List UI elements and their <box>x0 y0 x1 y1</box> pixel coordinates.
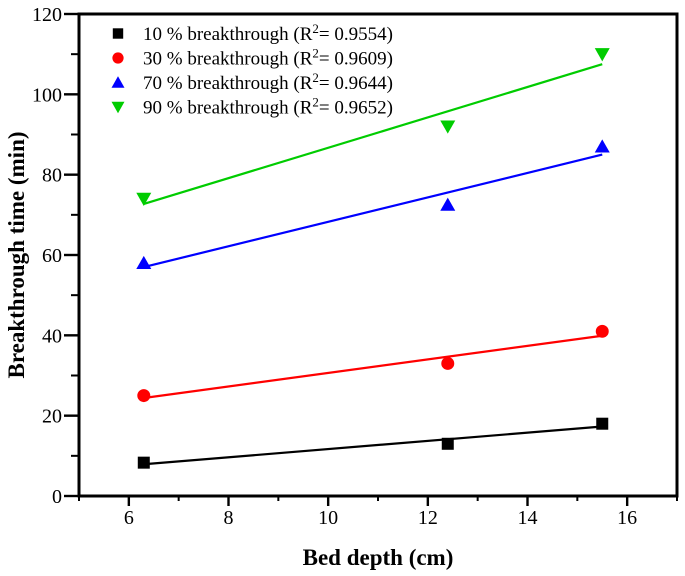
fit-line <box>143 425 603 466</box>
legend-label: 70 % breakthrough (R2= 0.9644) <box>143 70 393 94</box>
circle-marker <box>595 324 609 338</box>
x-axis-title: Bed depth (cm) <box>303 545 454 570</box>
legend-label: 10 % breakthrough (R2= 0.9554) <box>143 21 393 45</box>
x-tick-label: 10 <box>318 507 338 529</box>
y-tick-label: 0 <box>52 486 62 508</box>
square-marker <box>137 456 150 469</box>
x-tick-label: 8 <box>224 507 234 529</box>
square-marker-icon <box>112 28 124 39</box>
circle-marker <box>441 356 455 370</box>
triangle-down-marker <box>136 192 152 206</box>
triangle-up-marker <box>136 255 152 270</box>
y-axis-title: Breakthrough time (min) <box>4 131 29 378</box>
y-tick-label: 80 <box>42 165 62 187</box>
x-tick-label: 6 <box>124 507 134 529</box>
triangle-up-marker <box>440 197 456 211</box>
triangle-up-marker <box>594 139 610 153</box>
y-tick-label: 60 <box>42 245 62 267</box>
y-tick-label: 100 <box>32 84 62 106</box>
circle-marker-icon <box>112 52 124 64</box>
triangle-down-marker <box>440 120 456 134</box>
x-tick-label: 14 <box>518 507 538 529</box>
x-tick-label: 16 <box>617 507 637 529</box>
square-marker <box>441 437 454 450</box>
fit-line <box>143 334 603 400</box>
fit-line <box>143 63 603 206</box>
legend-label: 90 % breakthrough (R2= 0.9652) <box>143 95 393 119</box>
triangle-down-marker <box>594 48 610 62</box>
fit-line <box>143 153 603 269</box>
y-tick-label: 120 <box>32 4 62 26</box>
y-tick-label: 20 <box>42 406 62 428</box>
triangle-down-marker-icon <box>111 101 125 114</box>
square-marker <box>596 417 609 430</box>
x-tick-label: 12 <box>418 507 438 529</box>
y-tick-label: 40 <box>42 325 62 347</box>
circle-marker <box>137 389 151 403</box>
legend-label: 30 % breakthrough (R2= 0.9609) <box>143 46 393 70</box>
triangle-up-marker-icon <box>111 76 125 88</box>
